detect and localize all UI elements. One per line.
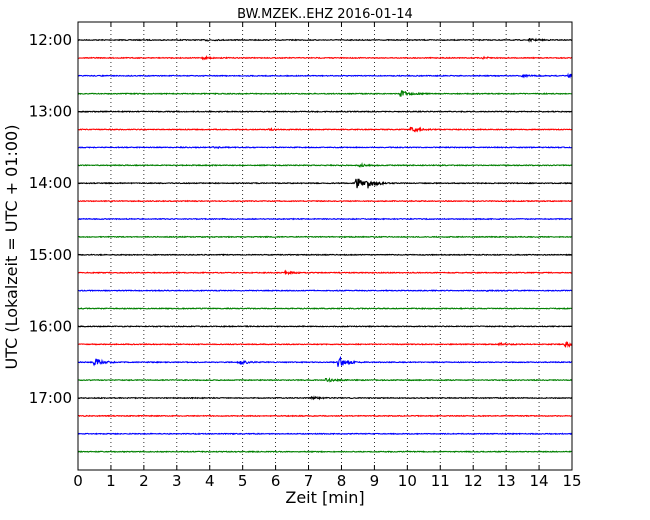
chart-title: BW.MZEK..EHZ 2016-01-14	[237, 7, 413, 22]
x-tick-label: 9	[370, 472, 380, 490]
x-tick-label: 8	[337, 472, 347, 490]
x-tick-label: 2	[139, 472, 149, 490]
trace-line	[77, 395, 573, 401]
x-tick-label: 3	[172, 472, 182, 490]
x-tick-label: 6	[271, 472, 281, 490]
x-axis-label: Zeit [min]	[285, 488, 364, 507]
x-tick-label: 4	[205, 472, 215, 490]
trace-line	[77, 377, 573, 383]
x-tick-label: 11	[431, 472, 450, 490]
trace-line	[77, 89, 573, 98]
seismic-traces	[77, 37, 573, 454]
trace-line	[77, 450, 573, 454]
y-tick-label: 12:00	[29, 31, 72, 49]
x-tick-label: 7	[304, 472, 314, 490]
trace-line	[77, 307, 573, 310]
x-axis-ticks: 0 1 2 3 4 5 6 7 8 9 10 11 12 13 14 15	[73, 22, 582, 490]
y-tick-label: 15:00	[29, 246, 72, 264]
trace-line	[77, 162, 573, 168]
trace-line	[77, 432, 573, 436]
y-tick-label: 17:00	[29, 389, 72, 407]
x-tick-label: 13	[497, 472, 516, 490]
trace-line	[77, 269, 573, 276]
trace-line	[77, 289, 573, 293]
plot-frame	[77, 21, 573, 471]
trace-line	[77, 145, 573, 150]
vertical-grid	[110, 22, 540, 470]
trace-line	[77, 72, 573, 79]
x-tick-label: 10	[398, 472, 417, 490]
x-tick-label: 12	[464, 472, 483, 490]
x-tick-label: 1	[106, 472, 116, 490]
trace-line	[77, 414, 573, 418]
x-tick-label: 0	[73, 472, 83, 490]
trace-line	[78, 253, 573, 257]
plot-area-background	[78, 22, 572, 470]
y-axis-label: UTC (Lokalzeit = UTC + 01:00)	[2, 125, 21, 370]
trace-line	[77, 37, 573, 43]
trace-line	[77, 110, 573, 114]
trace-line	[77, 126, 573, 133]
trace-line	[77, 325, 573, 328]
y-axis-ticks: 12:00 13:00 14:00 15:00 16:00 17:00	[29, 31, 572, 407]
trace-line	[77, 235, 573, 239]
y-tick-label: 13:00	[29, 103, 72, 121]
x-tick-label: 15	[562, 472, 581, 490]
trace-line	[77, 178, 573, 189]
trace-line	[77, 54, 573, 61]
trace-line	[77, 217, 573, 221]
x-tick-label: 5	[238, 472, 248, 490]
trace-line	[77, 340, 573, 348]
trace-line	[77, 199, 573, 203]
trace-line	[77, 355, 573, 367]
y-tick-label: 16:00	[29, 317, 72, 335]
y-tick-label: 14:00	[29, 174, 72, 192]
x-tick-label: 14	[530, 472, 549, 490]
